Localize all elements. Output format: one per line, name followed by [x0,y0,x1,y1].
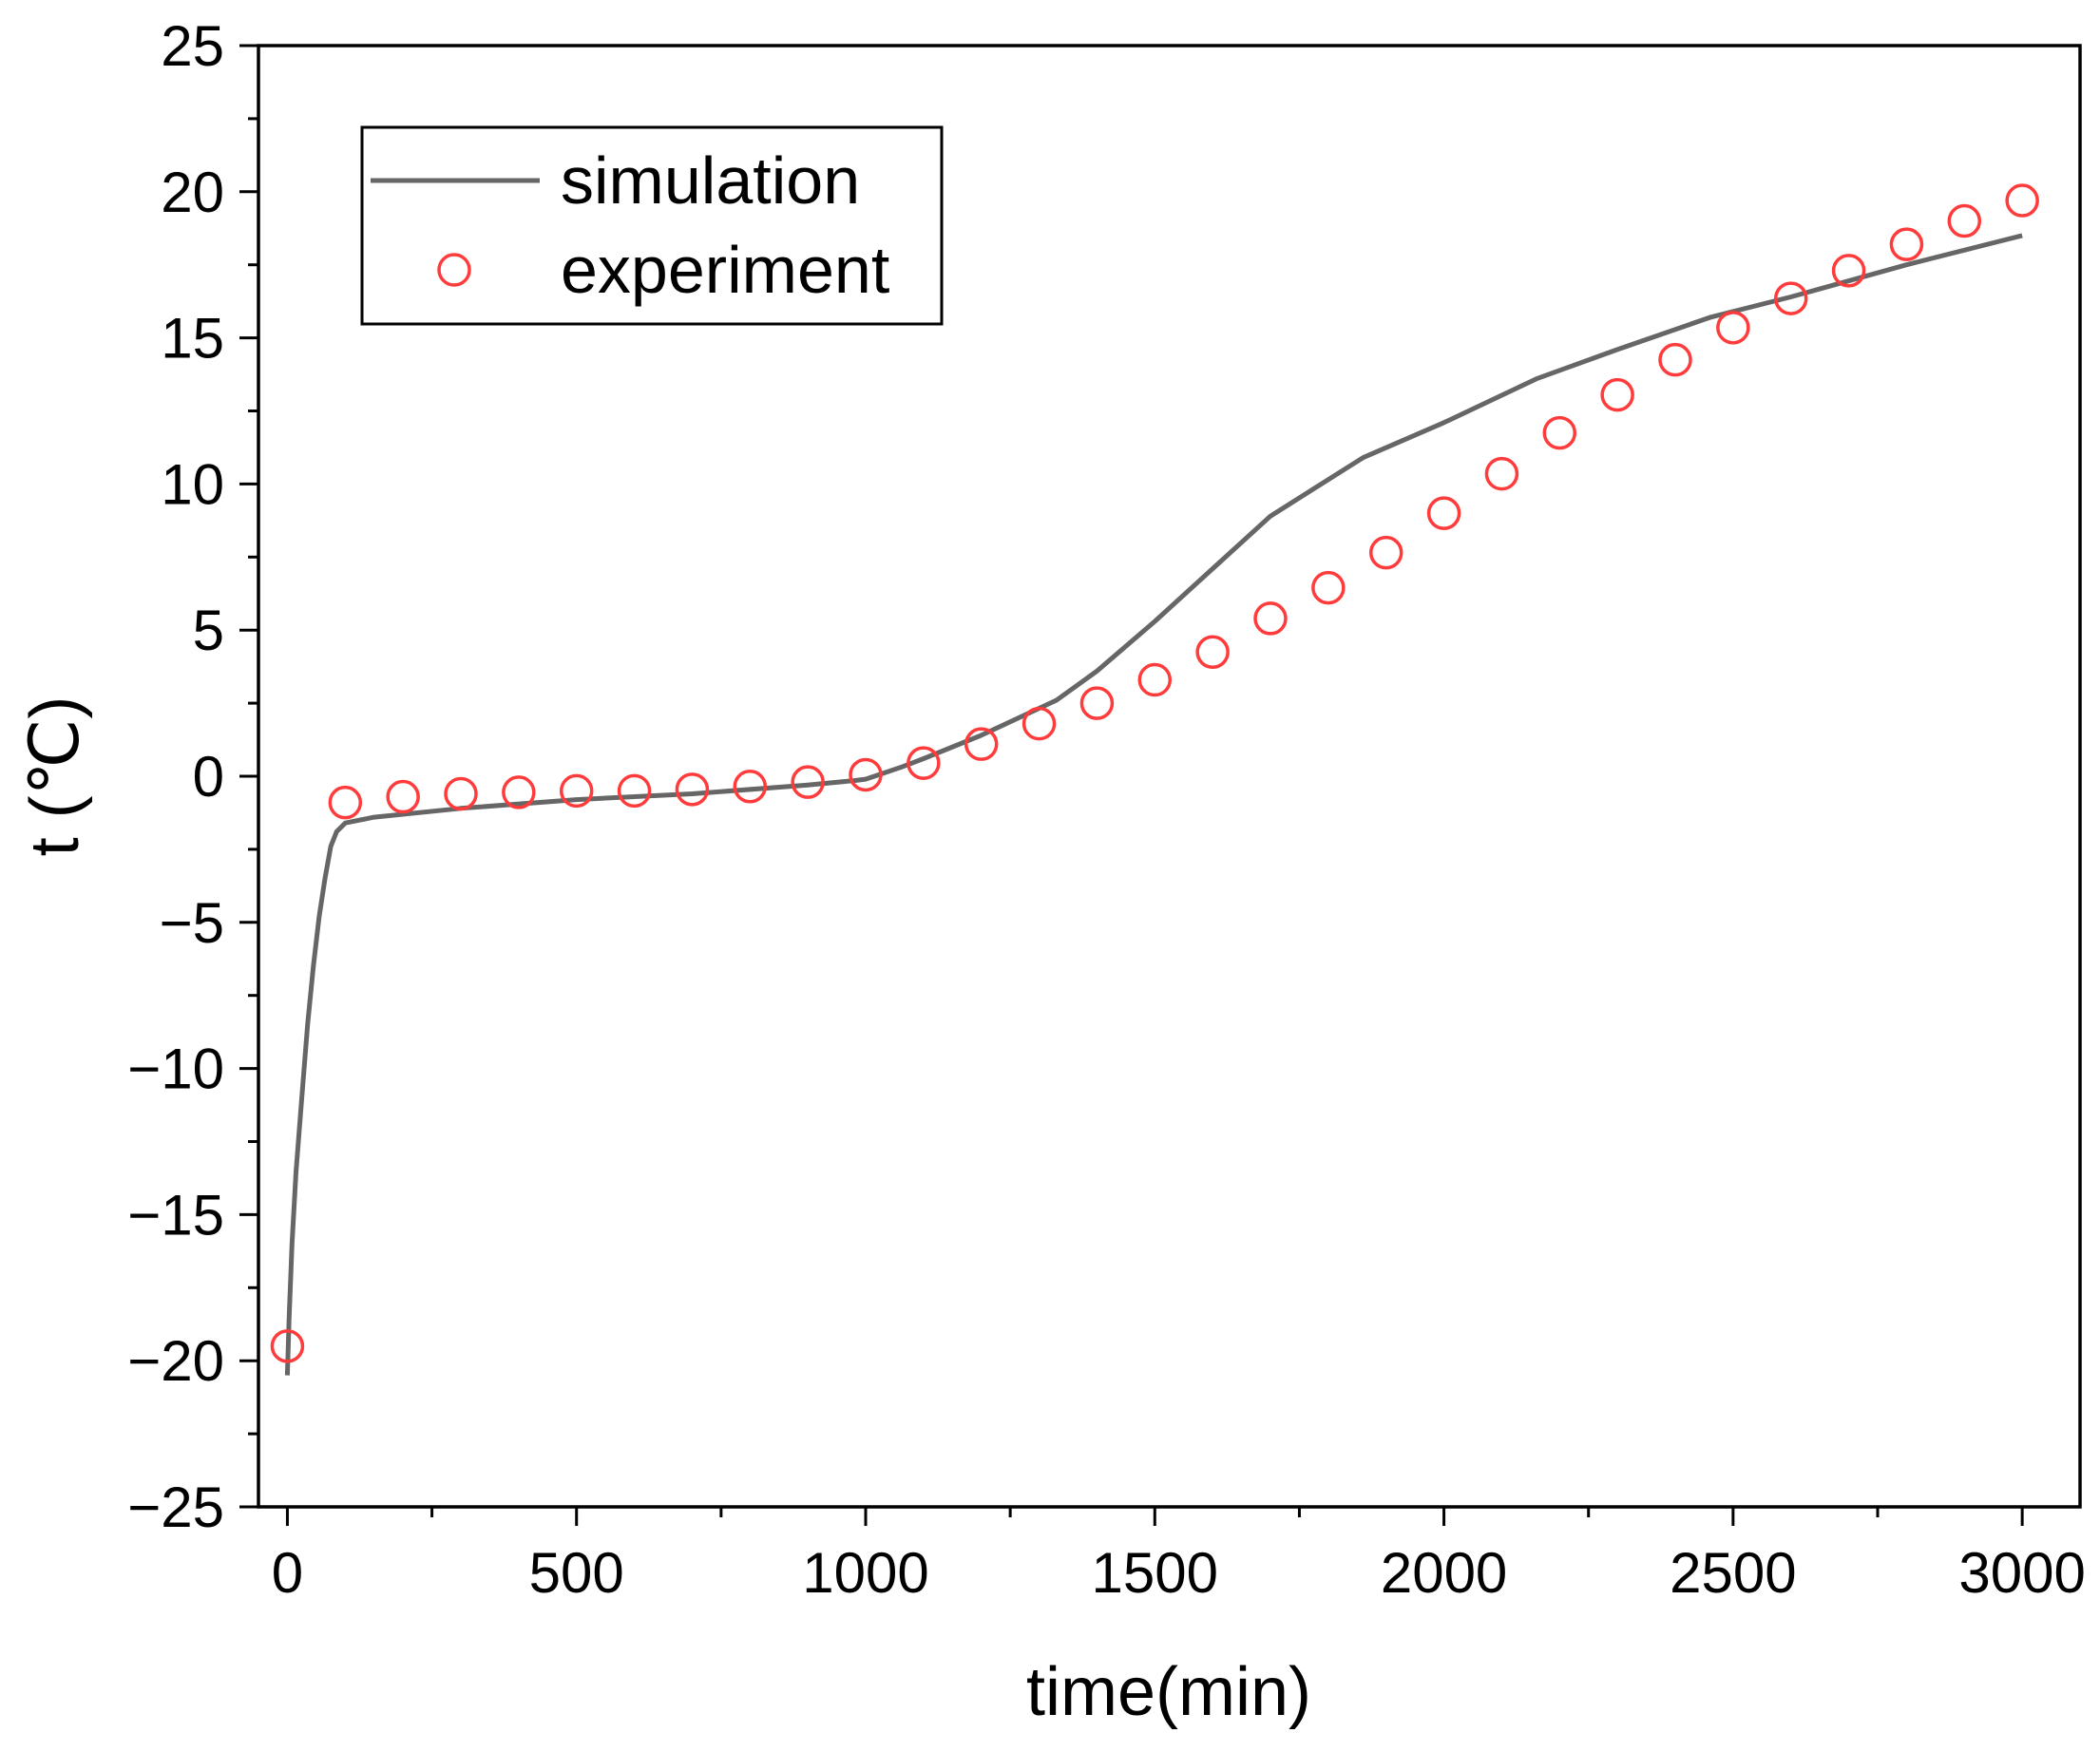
legend-experiment-swatch [437,253,471,287]
y-tick-label: 5 [193,599,224,662]
data-point-experiment [733,770,768,804]
x-tick-label: 1500 [1092,1541,1218,1605]
x-tick-label: 1000 [802,1541,928,1605]
x-axis-label: time(min) [1026,1654,1311,1730]
data-point-experiment [1368,535,1403,570]
legend: simulation experiment [360,125,944,326]
data-point-experiment [1947,203,1982,238]
legend-experiment-label: experiment [561,233,889,307]
x-tick-label: 2000 [1381,1541,1507,1605]
data-point-experiment [1079,686,1115,720]
x-tick-label: 3000 [1958,1541,2085,1605]
x-axis: 0 500 1000 1500 2000 2500 3000 [272,1507,2086,1605]
x-tick-label: 0 [272,1541,303,1605]
data-point-experiment [849,757,883,792]
data-point-experiment [1889,227,1924,261]
x-tick-label: 2500 [1670,1541,1796,1605]
data-point-experiment [328,785,363,820]
data-point-experiment [1831,254,1866,288]
data-point-experiment [444,776,478,811]
data-point-experiment [1137,662,1173,697]
data-point-experiment [1773,281,1808,315]
y-tick-label: 0 [193,745,224,809]
y-tick-label: 15 [161,307,224,371]
y-tick-label: 20 [161,161,224,224]
data-point-experiment [1542,415,1577,450]
data-point-experiment [1195,635,1230,670]
data-point-experiment [386,779,420,814]
data-point-experiment [617,773,652,809]
plot-marks [270,183,2039,1376]
y-tick-label: 25 [161,14,224,78]
y-tick-label: 10 [161,452,224,516]
y-tick-label: −10 [127,1038,224,1101]
data-point-experiment [270,1329,305,1363]
y-axis-label: t (℃) [17,696,93,857]
y-tick-label: −15 [127,1183,224,1247]
data-point-experiment [675,772,710,807]
legend-box [360,125,944,326]
data-point-experiment [2005,183,2039,218]
data-point-experiment [1484,456,1519,491]
y-tick-label: −25 [127,1476,224,1539]
data-point-experiment [1426,496,1461,530]
legend-simulation-label: simulation [561,143,860,218]
data-point-experiment [791,765,825,799]
data-point-experiment [1021,706,1057,741]
y-tick-label: −20 [127,1329,224,1393]
data-point-experiment [1716,311,1750,345]
data-point-experiment [1253,601,1288,636]
y-tick-label: −5 [160,891,224,955]
data-point-experiment [559,773,594,809]
data-point-experiment [1600,377,1634,412]
data-point-experiment [502,775,536,809]
data-point-experiment [1658,342,1692,377]
data-point-experiment [1311,570,1346,605]
x-tick-label: 500 [529,1541,624,1605]
data-point-experiment [907,746,941,780]
y-axis: −25 −20 −15 −10 −5 0 5 10 15 20 25 [127,14,258,1539]
data-point-experiment [964,727,999,761]
series-line-simulation [284,233,2023,1376]
